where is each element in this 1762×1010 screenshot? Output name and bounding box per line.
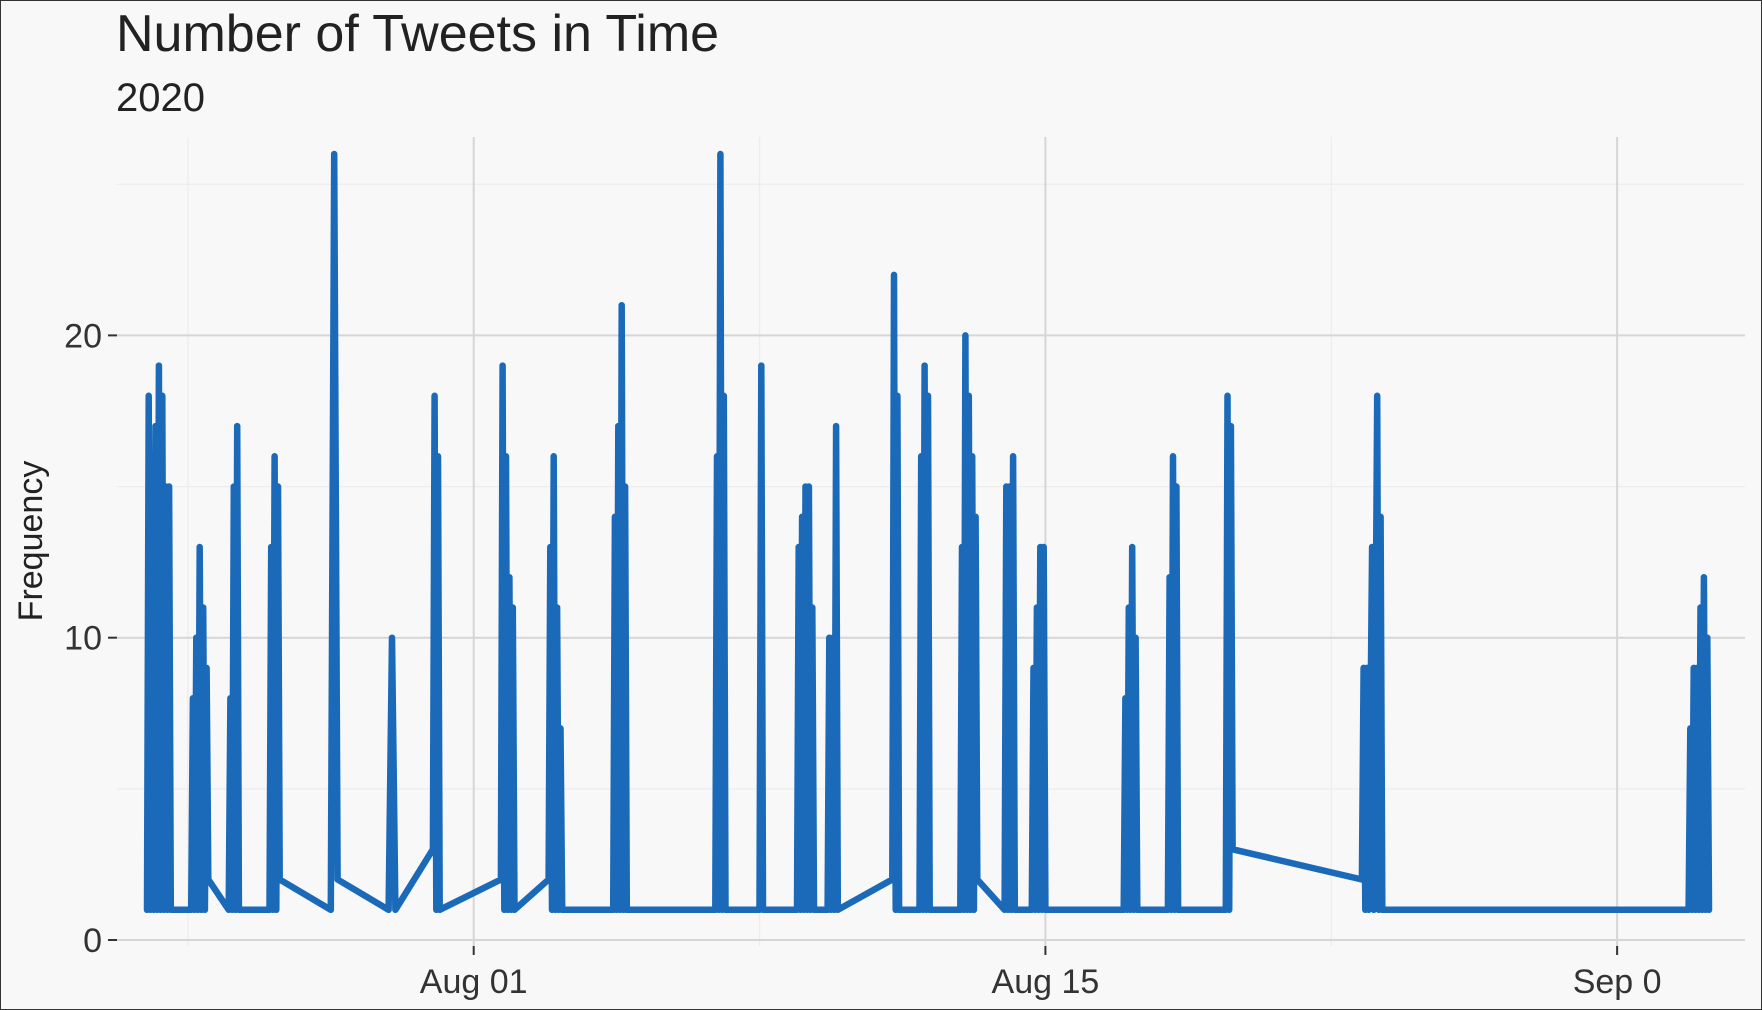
x-tick-label: Sep 0 (1573, 963, 1662, 1001)
chart-title: Number of Tweets in Time (116, 5, 720, 63)
tweets-series-line (143, 150, 1713, 914)
y-tick-label: 0 (83, 922, 102, 960)
y-axis-title: Frequency (12, 461, 50, 622)
chart-subtitle: 2020 (116, 76, 205, 120)
x-tick-label: Aug 01 (420, 963, 528, 1001)
series-layer (143, 150, 1713, 914)
y-tick-label: 10 (64, 620, 102, 658)
y-tick-label: 20 (64, 317, 102, 355)
axes-layer: 0 10 20 Aug 01 Aug 15 Sep 0 (64, 317, 1661, 1001)
x-tick-label: Aug 15 (992, 963, 1100, 1001)
